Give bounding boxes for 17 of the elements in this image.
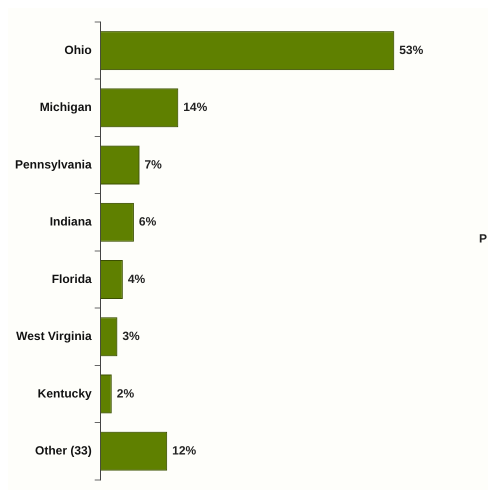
data-label: 3% bbox=[122, 329, 140, 344]
data-label: 4% bbox=[128, 272, 146, 286]
data-label: 7% bbox=[144, 157, 162, 172]
text: P bbox=[478, 232, 487, 246]
data-label: 53% bbox=[399, 42, 424, 57]
data-label: 14% bbox=[183, 100, 208, 114]
y-tick-label: Kentucky bbox=[38, 386, 92, 400]
data-label: 6% bbox=[138, 214, 157, 229]
y-tick-label: Ohio bbox=[64, 42, 92, 57]
data-label: 12% bbox=[172, 444, 197, 458]
y-tick-label: Other (33) bbox=[35, 444, 92, 458]
y-tick-label: West Virginia bbox=[16, 329, 92, 344]
y-tick-label: Indiana bbox=[50, 214, 92, 229]
y-tick-label: Florida bbox=[52, 272, 92, 286]
data-label: 2% bbox=[116, 386, 134, 400]
y-tick-label: Pennsylvania bbox=[14, 157, 92, 172]
y-tick-label: Michigan bbox=[40, 100, 92, 114]
